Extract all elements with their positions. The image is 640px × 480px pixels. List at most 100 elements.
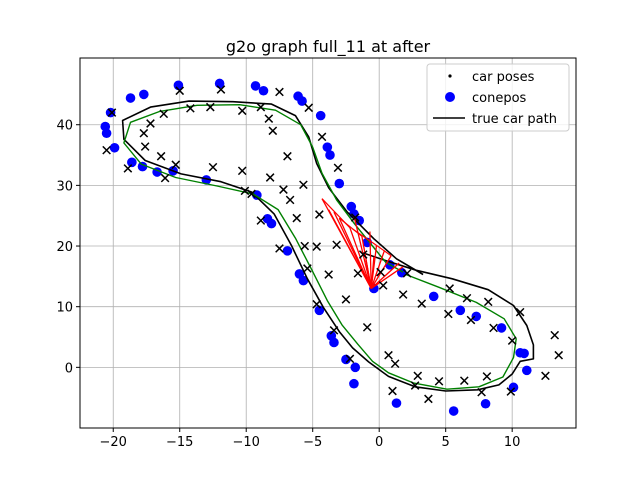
legend-true-path-label: true car path [472, 112, 557, 127]
y-tick-label: 0 [65, 361, 73, 376]
x-marker-path [350, 213, 360, 222]
cone-point [350, 362, 361, 373]
cone-estimate-marker [550, 330, 560, 340]
x-marker-path [444, 309, 453, 319]
x-marker-path [324, 270, 333, 279]
cone-estimate-marker [268, 126, 278, 136]
cone-point [448, 406, 459, 416]
cone-point [322, 142, 333, 152]
cone-estimate-marker [390, 359, 400, 369]
x-marker-path [268, 126, 278, 136]
x-marker-path [315, 210, 324, 219]
cone-estimate-marker [240, 186, 250, 196]
x-marker-path [554, 350, 564, 360]
x-marker-path [156, 151, 166, 161]
cone-point [349, 378, 359, 389]
cone-point [250, 81, 261, 91]
cone-estimate-marker [175, 86, 185, 96]
x-marker-path [312, 299, 322, 309]
cone-estimate-marker [275, 244, 284, 253]
cone-estimate-marker [507, 336, 517, 345]
cone-estimate-marker [482, 372, 492, 381]
x-marker-path [283, 151, 292, 161]
cone-estimate-marker [324, 270, 333, 279]
cone-point [297, 96, 307, 106]
x-marker-path [256, 102, 266, 112]
legend: car poses conepos true car path [426, 63, 570, 132]
y-tick-label: 10 [56, 301, 73, 316]
cone-point [521, 365, 532, 376]
cone-estimate-marker [300, 241, 310, 251]
cone-estimate-marker [123, 164, 133, 173]
cone-estimate-marker [459, 376, 469, 386]
x-tick-label: −20 [100, 435, 127, 450]
x-marker-path [376, 267, 385, 277]
x-marker-path [489, 323, 498, 333]
legend-car-poses-marker [448, 74, 452, 78]
cone-estimate-marker [506, 387, 516, 396]
x-marker-path [160, 173, 170, 183]
x-marker-path [341, 295, 351, 304]
cone-estimate-marker [332, 240, 341, 250]
cone-estimate-marker [515, 307, 525, 317]
x-marker-path [541, 371, 550, 381]
x-marker-path [205, 102, 215, 112]
cone-point [508, 382, 519, 393]
x-marker-path [332, 240, 341, 250]
cone-estimate-marker [264, 114, 274, 123]
cone-estimate-marker [333, 163, 343, 173]
cone-estimate-marker [159, 109, 169, 119]
cone-estimate-marker [279, 185, 288, 194]
x-marker-path [303, 264, 312, 273]
x-marker-path [304, 103, 314, 113]
cone-estimate-marker [477, 387, 486, 397]
cone-point [471, 311, 482, 322]
cone-point [101, 128, 112, 139]
cone-estimate-marker [341, 295, 351, 304]
estimated-car-path-series [123, 103, 517, 390]
constraint-edges [321, 198, 404, 290]
x-marker-path [264, 114, 274, 123]
cone-estimate-marker [140, 142, 150, 151]
cone-point [455, 305, 466, 316]
cone-estimate-marker [378, 281, 388, 290]
x-marker-path [186, 104, 195, 113]
cone-estimate-marker [237, 106, 247, 116]
cone-estimate-marker [107, 108, 117, 117]
cone-point [315, 110, 326, 121]
cone-point [125, 93, 136, 103]
cone-point [266, 218, 277, 229]
constraint-edge [376, 244, 392, 257]
x-marker-path [216, 85, 226, 94]
cone-estimate-marker [410, 381, 420, 390]
x-marker-path [507, 336, 517, 345]
x-tick-label: −10 [233, 435, 260, 450]
cone-estimate-marker [483, 297, 493, 307]
x-marker-path [275, 87, 284, 97]
cone-estimate-marker [388, 386, 397, 396]
cone-estimate-marker [160, 173, 170, 183]
cone-estimate-marker [315, 210, 324, 219]
cone-estimate-marker [345, 354, 355, 364]
x-marker-path [462, 293, 472, 303]
x-marker-path [256, 216, 266, 225]
cone-point [314, 305, 325, 316]
cone-estimate-marker [156, 151, 166, 161]
x-marker-path [279, 185, 288, 194]
cone-estimate-marker [256, 102, 266, 112]
y-axis-tick-labels: 0 10 20 30 40 [56, 119, 73, 377]
cone-estimate-marker [208, 162, 218, 172]
cone-estimate-marker [265, 173, 275, 182]
x-marker-path [285, 195, 295, 205]
x-marker-path [292, 213, 302, 223]
plot-area [100, 78, 564, 416]
cone-estimate-marker [398, 290, 408, 299]
constraint-edge [365, 259, 372, 289]
cone-point [139, 89, 149, 100]
cone-point [428, 291, 439, 302]
cone-estimate-marker [216, 85, 226, 94]
legend-car-poses-label: car poses [472, 70, 535, 85]
cone-point [298, 275, 309, 286]
cone-estimate-marker [205, 102, 215, 112]
cone-point [334, 178, 345, 189]
